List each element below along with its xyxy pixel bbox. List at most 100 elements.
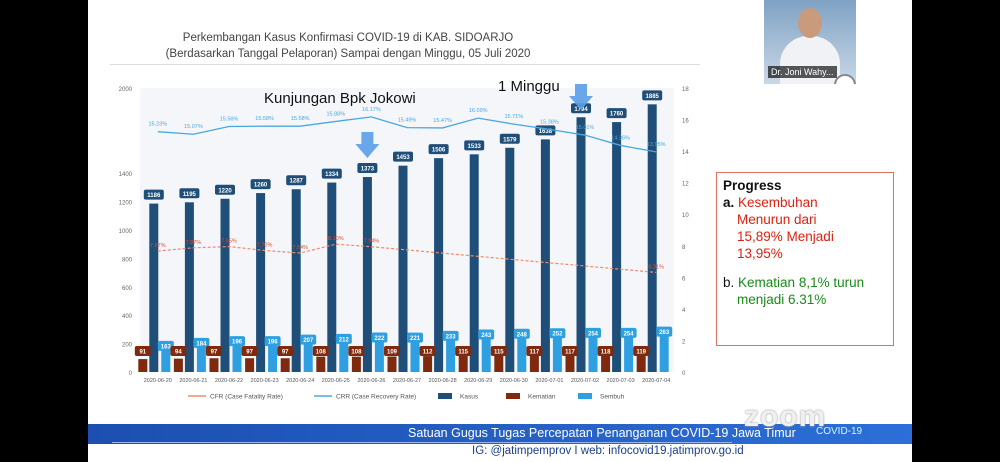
bar-kasus-label-box	[321, 168, 342, 179]
bar-kematian-label-box	[455, 346, 472, 356]
bar-sembuh	[588, 335, 598, 372]
bar-sembuh-label-box	[157, 340, 174, 351]
bar-sembuh-label: 252	[552, 332, 563, 338]
bar-sembuh-label-box	[620, 327, 637, 338]
bar-kasus-label: 1533	[468, 144, 482, 150]
progress-b-line1: Kematian 8,1% turun	[738, 275, 865, 290]
bar-sembuh-label: 243	[481, 333, 492, 339]
y-left-tick-label: 0	[129, 371, 133, 377]
cfr-point-label: 7.87%	[186, 240, 202, 246]
bar-kasus	[469, 154, 479, 372]
bar-sembuh	[268, 344, 278, 372]
bar-kematian	[636, 355, 646, 372]
bar-kasus	[540, 139, 550, 372]
y-right-tick-label: 18	[682, 87, 689, 93]
bar-kematian-label-box	[134, 346, 151, 356]
bar-kasus-label-box	[642, 90, 663, 101]
progress-a-line2: Menurun dari	[737, 212, 817, 227]
cfr-point-label: 8.10%	[328, 236, 344, 242]
bar-kematian	[387, 356, 397, 372]
y-right-tick-label: 14	[682, 150, 689, 156]
bar-kematian	[494, 355, 504, 372]
bar-kematian-label: 97	[282, 350, 289, 356]
bar-kasus	[398, 165, 408, 372]
cfr-point-label: 6.31%	[648, 264, 664, 270]
bar-kasus-label-box	[606, 108, 627, 119]
y-left-tick-label: 1200	[119, 201, 133, 207]
crr-point-label: 15.01%	[576, 125, 595, 131]
bar-sembuh-label: 263	[659, 330, 670, 336]
x-tick-label: 2020-07-03	[607, 378, 635, 384]
bar-sembuh-label-box	[264, 336, 281, 347]
legend-label: Sembuh	[600, 394, 625, 401]
cfr-point-label: 7.95%	[221, 239, 237, 245]
bar-kasus-label-box	[143, 189, 164, 200]
bar-sembuh-label: 184	[196, 341, 207, 347]
bar-kasus-label: 1506	[432, 148, 446, 154]
x-tick-label: 2020-06-22	[215, 378, 243, 384]
bar-sembuh-label-box	[513, 328, 530, 339]
bar-sembuh-label: 212	[339, 337, 350, 343]
crr-point-label: 16.09%	[469, 108, 488, 114]
participant-video-tile[interactable]: Dr. Joni Wahy...	[764, 0, 856, 84]
cfr-point-label: 7.70%	[257, 243, 273, 249]
bar-sembuh-label-box	[656, 326, 673, 337]
bar-kasus-label: 1220	[218, 188, 232, 194]
bar-kasus	[647, 104, 657, 372]
bar-kematian-label-box	[384, 346, 400, 356]
footer-title: Satuan Gugus Tugas Percepatan Penanganan…	[408, 426, 796, 440]
bar-kasus-label-box	[250, 179, 271, 190]
bar-kematian	[565, 355, 575, 372]
bar-kematian-label: 117	[530, 350, 540, 356]
bar-kematian-label-box	[348, 346, 365, 356]
bar-sembuh	[446, 338, 456, 372]
arrow-down-icon	[569, 84, 593, 110]
bar-kasus-label: 1195	[183, 192, 197, 198]
bar-kasus-label-box	[393, 151, 413, 162]
bar-kematian-label: 97	[211, 350, 218, 356]
bar-kasus-label: 1453	[396, 155, 410, 161]
bar-kasus	[576, 117, 586, 372]
participant-head	[798, 8, 822, 38]
y-left-tick-label: 600	[122, 286, 133, 292]
progress-a-line3: 15,89% Menjadi	[737, 229, 834, 244]
line-cfr	[157, 243, 657, 274]
bar-sembuh-label-box	[478, 329, 495, 340]
bar-kasus	[327, 182, 337, 372]
bar-sembuh-label: 222	[374, 336, 385, 342]
bar-kematian-label: 119	[636, 350, 646, 356]
bar-kasus	[184, 202, 194, 372]
bar-kasus	[256, 193, 266, 372]
bar-sembuh	[374, 340, 384, 372]
legend-label: CFR (Case Fatality Rate)	[210, 394, 283, 401]
x-tick-label: 2020-06-24	[286, 378, 314, 384]
bar-sembuh	[659, 334, 669, 372]
bar-sembuh-label: 254	[588, 331, 599, 337]
bar-kematian	[423, 356, 433, 372]
bar-kematian-label: 91	[139, 350, 146, 356]
x-tick-label: 2020-06-26	[357, 378, 385, 384]
line-crr	[157, 116, 657, 153]
annotation-one-week: 1 Minggu	[498, 78, 560, 95]
crr-point-label: 15.38%	[540, 119, 559, 125]
progress-item-a-marker: a.	[723, 195, 735, 210]
bar-kematian-label: 112	[423, 350, 433, 356]
x-tick-label: 2020-06-27	[393, 378, 421, 384]
x-tick-label: 2020-06-30	[500, 378, 528, 384]
bar-kasus-label: 1260	[254, 183, 268, 189]
bar-sembuh-label: 221	[410, 336, 421, 342]
legend-label: Kematian	[528, 394, 556, 401]
footer-contact: IG: @jatimpemprov I web: infocovid19.jat…	[472, 445, 744, 457]
footer-divider	[112, 442, 732, 443]
bar-kasus-label-box	[215, 184, 235, 195]
bar-kasus-label: 1287	[290, 179, 304, 185]
crr-point-label: 15.71%	[504, 114, 523, 120]
x-tick-label: 2020-06-25	[322, 378, 350, 384]
bar-sembuh	[161, 348, 171, 372]
bar-kasus-label-box	[464, 140, 485, 151]
chart-title-line2: (Berdasarkan Tanggal Pelaporan) Sampai d…	[165, 48, 531, 60]
bar-sembuh-label: 196	[268, 340, 279, 346]
bar-kematian-label: 118	[601, 350, 611, 356]
bar-sembuh	[232, 344, 242, 372]
crr-point-label: 15.23%	[148, 122, 167, 128]
